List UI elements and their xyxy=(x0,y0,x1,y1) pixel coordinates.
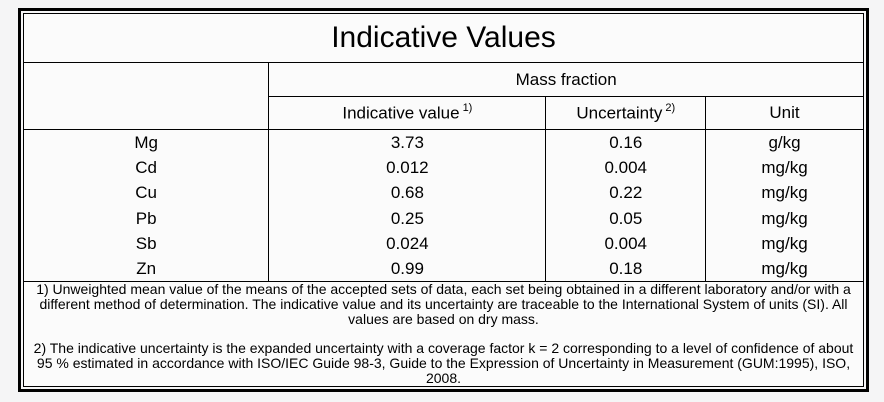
uncertainty-value: 0.18 xyxy=(545,255,707,282)
table-row-zn: Zn 0.99 0.18 mg/kg xyxy=(22,255,864,282)
title-row: Indicative Values xyxy=(23,13,864,63)
uncertainty-value: 0.22 xyxy=(545,180,707,206)
group-header-mass-fraction: Mass fraction xyxy=(268,62,864,97)
table-title: Indicative Values xyxy=(23,13,864,63)
element-symbol: Sb xyxy=(22,230,270,256)
indicative-value: 0.99 xyxy=(268,255,547,282)
column-header-uncertainty: Uncertainty 2) xyxy=(545,96,707,130)
uncertainty-value: 0.004 xyxy=(545,155,707,181)
element-symbol: Zn xyxy=(22,255,270,282)
indicative-value: 0.68 xyxy=(268,180,547,206)
table-row-cd: Cd 0.012 0.004 mg/kg xyxy=(22,155,864,181)
group-header-row: Mass fraction xyxy=(22,62,864,130)
table-outer-frame: Indicative Values Mass fraction Indicati… xyxy=(18,8,869,392)
table-row-mg: Mg 3.73 0.16 g/kg xyxy=(22,129,864,156)
footnote-ref-2: 2) xyxy=(665,101,676,114)
column-header-uncertainty-label: Uncertainty xyxy=(576,103,663,123)
unit-value: mg/kg xyxy=(705,155,864,181)
unit-value: mg/kg xyxy=(705,255,864,282)
footnote-ref-1: 1) xyxy=(462,101,473,114)
element-symbol: Cu xyxy=(22,180,270,206)
indicative-value: 0.25 xyxy=(268,205,547,231)
column-header-indicative-value: Indicative value 1) xyxy=(268,96,547,130)
footnote-2: 2) The indicative uncertainty is the exp… xyxy=(33,340,854,386)
unit-value: g/kg xyxy=(705,129,864,156)
footnote-1: 1) Unweighted mean value of the means of… xyxy=(36,281,851,327)
indicative-value: 0.024 xyxy=(268,230,547,256)
element-symbol: Cd xyxy=(22,155,270,181)
element-symbol: Mg xyxy=(22,129,270,156)
uncertainty-value: 0.16 xyxy=(545,129,707,156)
column-header-indicative-value-label: Indicative value xyxy=(342,103,460,123)
uncertainty-value: 0.05 xyxy=(545,205,707,231)
indicative-values-table: Indicative Values Mass fraction Indicati… xyxy=(22,13,864,387)
column-header-row: Indicative value 1) Uncertainty 2) Unit xyxy=(24,96,864,130)
table-row-pb: Pb 0.25 0.05 mg/kg xyxy=(22,205,864,231)
uncertainty-value: 0.004 xyxy=(545,230,707,256)
element-symbol: Pb xyxy=(22,205,270,231)
unit-value: mg/kg xyxy=(705,205,864,231)
unit-value: mg/kg xyxy=(705,180,864,206)
indicative-value: 0.012 xyxy=(268,155,547,181)
indicative-value: 3.73 xyxy=(268,129,547,156)
element-column-blank-header xyxy=(22,62,270,130)
footnotes-cell: 1) Unweighted mean value of the means of… xyxy=(23,281,864,387)
footnotes-row: 1) Unweighted mean value of the means of… xyxy=(23,281,864,387)
column-header-unit: Unit xyxy=(705,96,864,130)
table-row-sb: Sb 0.024 0.004 mg/kg xyxy=(22,230,864,256)
table-row-cu: Cu 0.68 0.22 mg/kg xyxy=(22,180,864,206)
unit-value: mg/kg xyxy=(705,230,864,256)
